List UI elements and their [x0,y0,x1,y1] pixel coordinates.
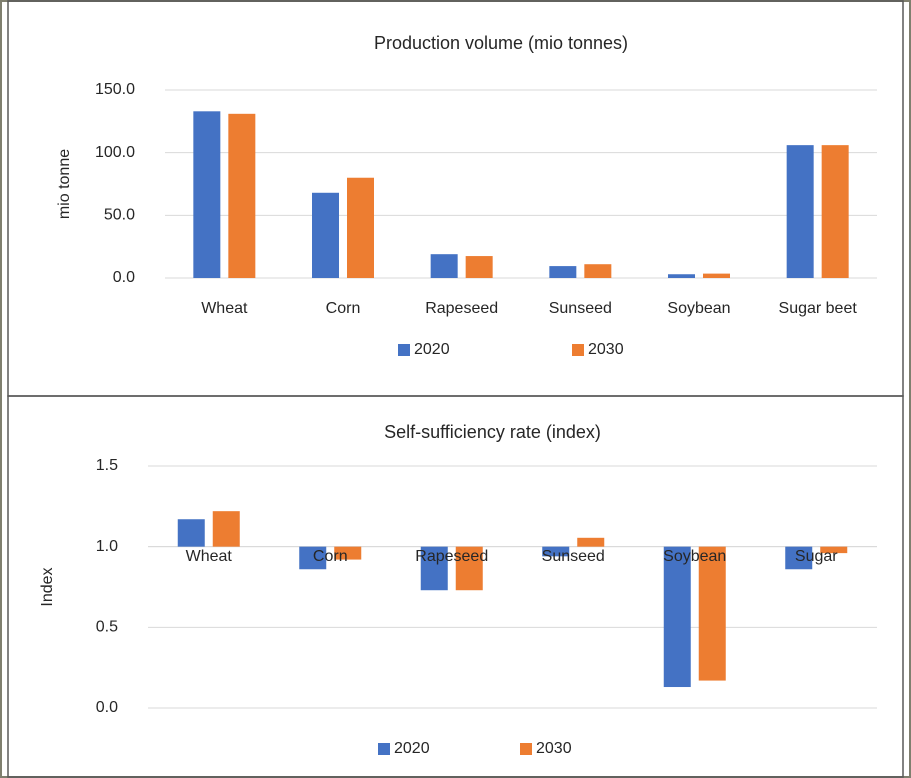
chart-title: Production volume (mio tonnes) [374,33,628,53]
y-tick-label: 0.0 [113,269,135,286]
legend-label: 2020 [394,740,430,757]
bar [193,111,221,278]
x-tick-label: Sunseed [542,548,605,565]
bar [703,273,730,278]
bar [455,546,483,591]
bar [820,546,848,554]
x-tick-label: Soybean [667,300,730,317]
chart-frame [7,395,904,778]
legend-label: 2020 [414,341,450,358]
bar [663,546,691,688]
x-tick-label: Sugar [795,548,838,565]
chart-title: Self-sufficiency rate (index) [384,422,601,442]
legend-swatch [378,743,390,755]
y-tick-label: 1.5 [96,457,118,474]
x-tick-label: Corn [326,300,361,317]
y-tick-label: 100.0 [95,144,135,161]
x-tick-label: Wheat [186,548,233,565]
y-tick-label: 0.5 [96,619,118,636]
x-tick-label: Wheat [201,300,248,317]
bar [698,546,726,681]
bar [584,264,612,278]
bar [668,274,695,278]
legend-swatch [572,344,584,356]
bar [430,254,458,278]
legend-swatch [398,344,410,356]
bar [420,546,448,591]
y-tick-label: 50.0 [104,207,135,224]
bar [465,256,493,278]
legend-label: 2030 [588,341,624,358]
bar [212,511,240,547]
bar [312,192,339,278]
bar [786,145,814,278]
y-tick-label: 150.0 [95,81,135,98]
y-axis-title: mio tonne [56,149,73,219]
bar [347,177,374,278]
bar [334,546,362,560]
bar [177,519,205,547]
bar [549,266,577,278]
x-tick-label: Rapeseed [425,300,498,317]
x-tick-label: Rapeseed [415,548,488,565]
y-tick-label: 1.0 [96,538,118,555]
y-axis-title: Index [39,567,56,606]
legend-label: 2030 [536,740,572,757]
x-tick-label: Sugar beet [779,300,858,317]
y-tick-label: 0.0 [96,699,118,716]
bar [542,546,570,557]
bar [577,537,605,547]
x-tick-label: Soybean [663,548,726,565]
x-tick-label: Sunseed [549,300,612,317]
legend-swatch [520,743,532,755]
bar [228,113,256,279]
bar [821,145,849,278]
bar [299,546,327,570]
x-tick-label: Corn [313,548,348,565]
bar [785,546,813,570]
